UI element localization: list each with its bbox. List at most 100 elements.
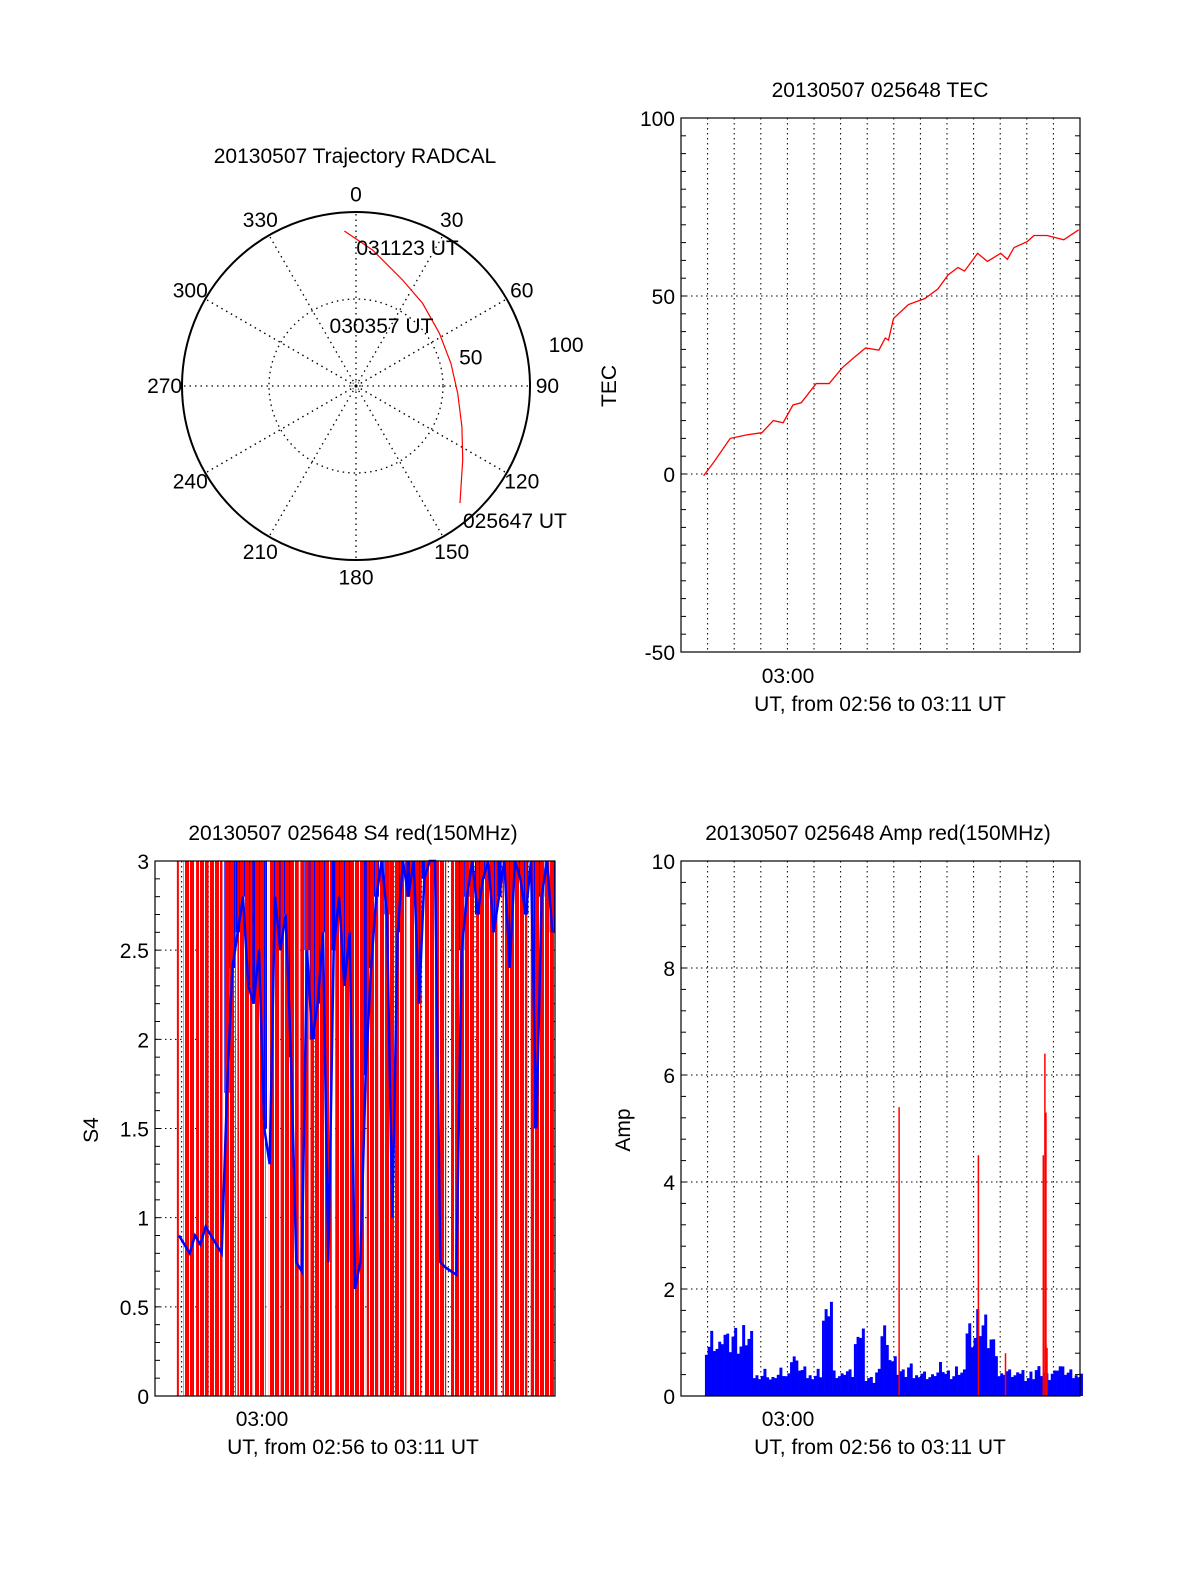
amp-blue-bar <box>960 1372 964 1396</box>
amp-blue-bar <box>808 1375 812 1396</box>
amp-blue-bar <box>1010 1376 1014 1396</box>
amp-blue-bar <box>986 1348 990 1396</box>
spoke-300 <box>204 298 357 387</box>
s4-ytick-label: 1 <box>137 1208 149 1231</box>
s4-red-bar <box>409 861 422 1396</box>
amp-blue-bar <box>1069 1369 1073 1396</box>
amp-blue-bar <box>867 1378 871 1396</box>
amp-blue-bar <box>1072 1378 1075 1396</box>
amp-blue-bar <box>925 1379 929 1396</box>
amp-blue-bar <box>832 1370 836 1396</box>
spoke-240 <box>204 385 357 474</box>
s4-chart: 20130507 025648 S4 red(150MHz) UT, from … <box>80 822 556 1459</box>
tec-ytick-label: 100 <box>640 108 675 131</box>
tec-chart: 20130507 025648 TEC UT, from 02:56 to 03… <box>598 79 1081 716</box>
amp-ytick-label: 0 <box>663 1386 675 1409</box>
s4-blue-bar <box>251 861 257 1004</box>
amp-blue-bar <box>803 1366 807 1396</box>
amp-blue-bar <box>947 1370 950 1396</box>
s4-ytick-label: 0 <box>137 1386 149 1409</box>
azimuth-label: 120 <box>504 471 539 494</box>
amp-blue-bar <box>968 1323 972 1396</box>
amp-blue-bar <box>726 1333 730 1396</box>
amp-blue-bar <box>768 1379 772 1396</box>
amp-blue-bar <box>869 1376 873 1396</box>
amp-blue-bar <box>739 1346 743 1396</box>
s4-blue-bar <box>405 861 411 897</box>
amp-blue-bar <box>752 1378 756 1396</box>
amp-blue-bar <box>1024 1381 1028 1396</box>
s4-red-bar <box>176 861 179 1396</box>
amp-blue-bar <box>909 1363 913 1396</box>
time-label: 031123 UT <box>356 237 459 260</box>
amp-blue-bar <box>994 1356 998 1396</box>
s4-red-bar <box>476 861 498 1396</box>
amp-blue-bar <box>973 1337 977 1396</box>
polar-title: 20130507 Trajectory RADCAL <box>214 145 497 168</box>
amp-blue-bar <box>1005 1371 1009 1396</box>
amp-blue-bar <box>931 1374 934 1396</box>
radial-label: 50 <box>459 346 482 369</box>
amp-blue-bar <box>880 1336 884 1396</box>
amp-blue-bar <box>840 1373 844 1396</box>
azimuth-label: 330 <box>243 209 278 232</box>
amp-blue-bar <box>723 1334 727 1396</box>
amp-blue-bar <box>933 1376 937 1396</box>
s4-red-bar <box>224 861 236 1396</box>
s4-blue-bar <box>496 861 502 897</box>
tec-frame <box>680 117 1081 653</box>
amp-blue-bar <box>1016 1372 1020 1396</box>
amp-blue-bar <box>1034 1370 1038 1396</box>
s4-xtick-label: 03:00 <box>236 1408 289 1431</box>
amp-blue-bar <box>835 1378 839 1396</box>
amp-blue-bar <box>978 1336 982 1396</box>
amp-blue-bar <box>734 1327 738 1396</box>
amp-chart: 20130507 025648 Amp red(150MHz) UT, from… <box>612 822 1083 1459</box>
azimuth-label: 30 <box>440 209 463 232</box>
amp-blue-bar <box>747 1338 751 1396</box>
amp-blue-bar <box>877 1368 881 1396</box>
amp-blue-bar <box>718 1341 722 1396</box>
amp-blue-bar <box>1040 1376 1044 1396</box>
amp-blue-bar <box>936 1372 940 1396</box>
amp-blue-bar <box>1026 1378 1030 1396</box>
amp-blue-bar <box>952 1376 956 1396</box>
azimuth-label: 90 <box>536 375 559 398</box>
amp-blue-bar <box>912 1378 916 1396</box>
amp-blue-bar <box>1056 1370 1060 1396</box>
amp-blue-bar <box>885 1344 889 1396</box>
amp-blue-bar <box>728 1352 732 1396</box>
amp-blue-bar <box>1032 1379 1036 1396</box>
s4-blue-bar <box>331 861 337 951</box>
amp-blue-bar <box>712 1351 716 1396</box>
amp-blue-bar <box>845 1371 849 1396</box>
azimuth-label: 300 <box>173 279 208 302</box>
s4-red-bar <box>310 861 332 1396</box>
amp-blue-bar <box>1077 1377 1081 1396</box>
amp-blue-bar <box>981 1325 985 1396</box>
amp-blue-bar <box>992 1339 996 1396</box>
amp-blue-bar <box>1050 1373 1054 1396</box>
amp-blue-bar <box>923 1371 927 1396</box>
amp-blue-bar <box>915 1375 919 1396</box>
tec-title: 20130507 025648 TEC <box>772 79 989 102</box>
tec-ytick-label: 0 <box>663 464 675 487</box>
amp-blue-bar <box>763 1368 767 1396</box>
spoke-60 <box>355 298 508 387</box>
amp-blue-bar <box>1048 1380 1052 1396</box>
azimuth-label: 60 <box>510 279 533 302</box>
s4-blue-bar <box>421 861 427 879</box>
s4-blue-line <box>177 859 554 1290</box>
amp-blue-bar <box>893 1356 897 1396</box>
amp-ylabel: Amp <box>612 1108 635 1151</box>
amp-ytick-label: 6 <box>663 1065 675 1088</box>
amp-blue-bar <box>875 1372 879 1396</box>
s4-red-bar <box>530 861 554 1396</box>
amp-blue-bar <box>755 1375 759 1396</box>
amp-blue-bar <box>851 1376 855 1396</box>
amp-blue-bar <box>731 1336 735 1396</box>
amp-blue-bar <box>827 1316 831 1396</box>
tec-ylabel: TEC <box>598 365 621 407</box>
amp-blue-bar <box>806 1378 809 1396</box>
